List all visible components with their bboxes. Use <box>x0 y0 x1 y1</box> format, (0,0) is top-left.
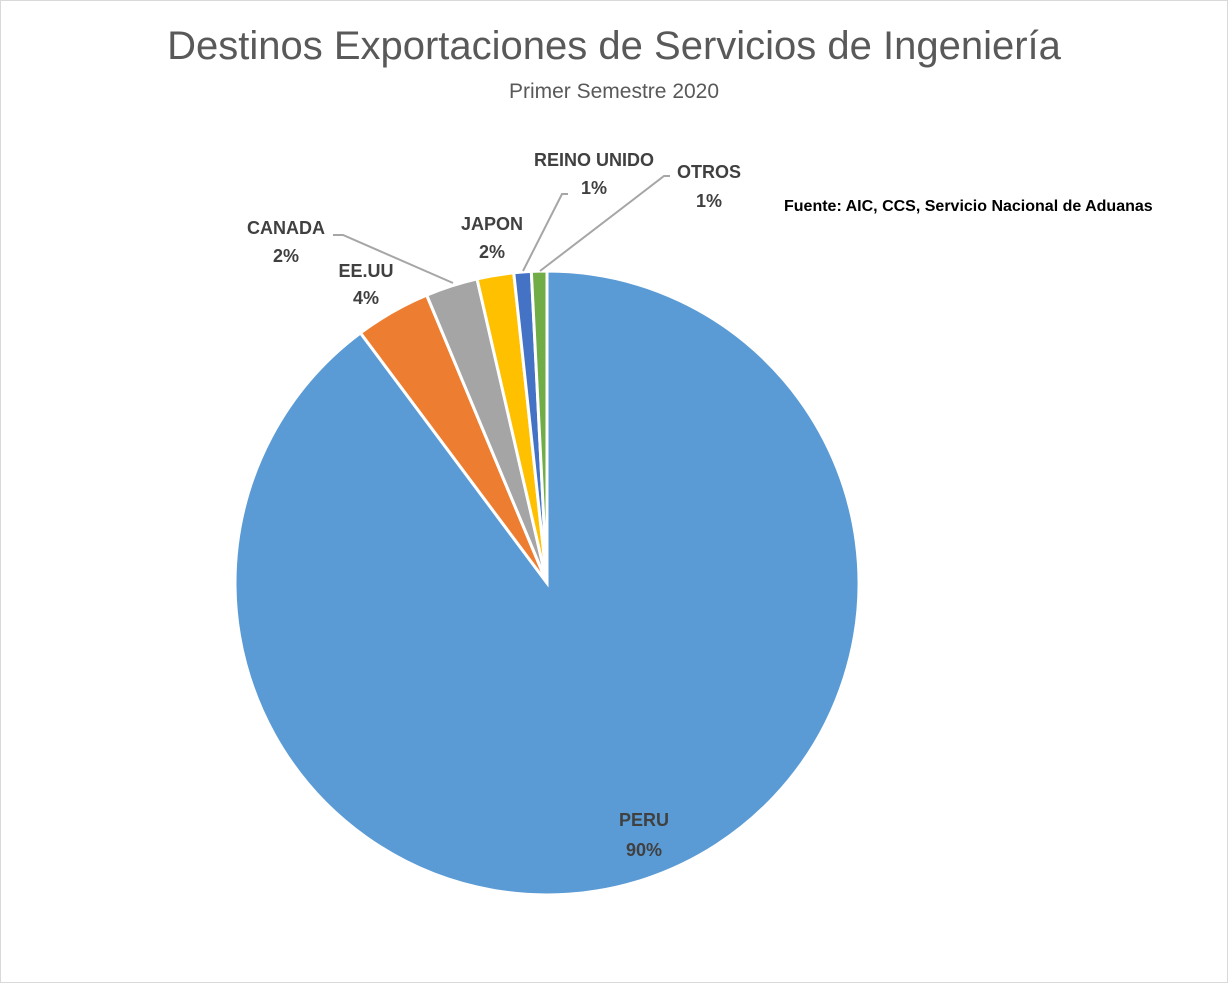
pie-slice-otros <box>529 269 549 584</box>
label-pct-otros: 1% <box>696 191 722 211</box>
label-name-otros: OTROS <box>677 162 741 182</box>
leader-line-otros <box>539 175 670 272</box>
label-name-reino-unido: REINO UNIDO <box>534 150 654 170</box>
label-pct-japon: 2% <box>479 242 505 262</box>
source-annotation: Fuente: AIC, CCS, Servicio Nacional de A… <box>784 198 1153 215</box>
label-name-canada: CANADA <box>247 218 325 238</box>
label-pct-reino-unido: 1% <box>581 178 607 198</box>
leader-line-reino-unido <box>522 193 568 272</box>
label-pct-peru: 90% <box>626 840 662 860</box>
label-pct-canada: 2% <box>273 246 299 266</box>
leader-line-canada <box>333 234 454 284</box>
label-name-eeuu: EE.UU <box>338 261 393 281</box>
chart-subtitle: Primer Semestre 2020 <box>508 80 720 103</box>
chart-title: Destinos Exportaciones de Servicios de I… <box>167 24 1061 68</box>
label-name-peru: PERU <box>619 810 669 830</box>
label-pct-eeuu: 4% <box>353 288 379 308</box>
label-name-japon: JAPON <box>461 214 523 234</box>
